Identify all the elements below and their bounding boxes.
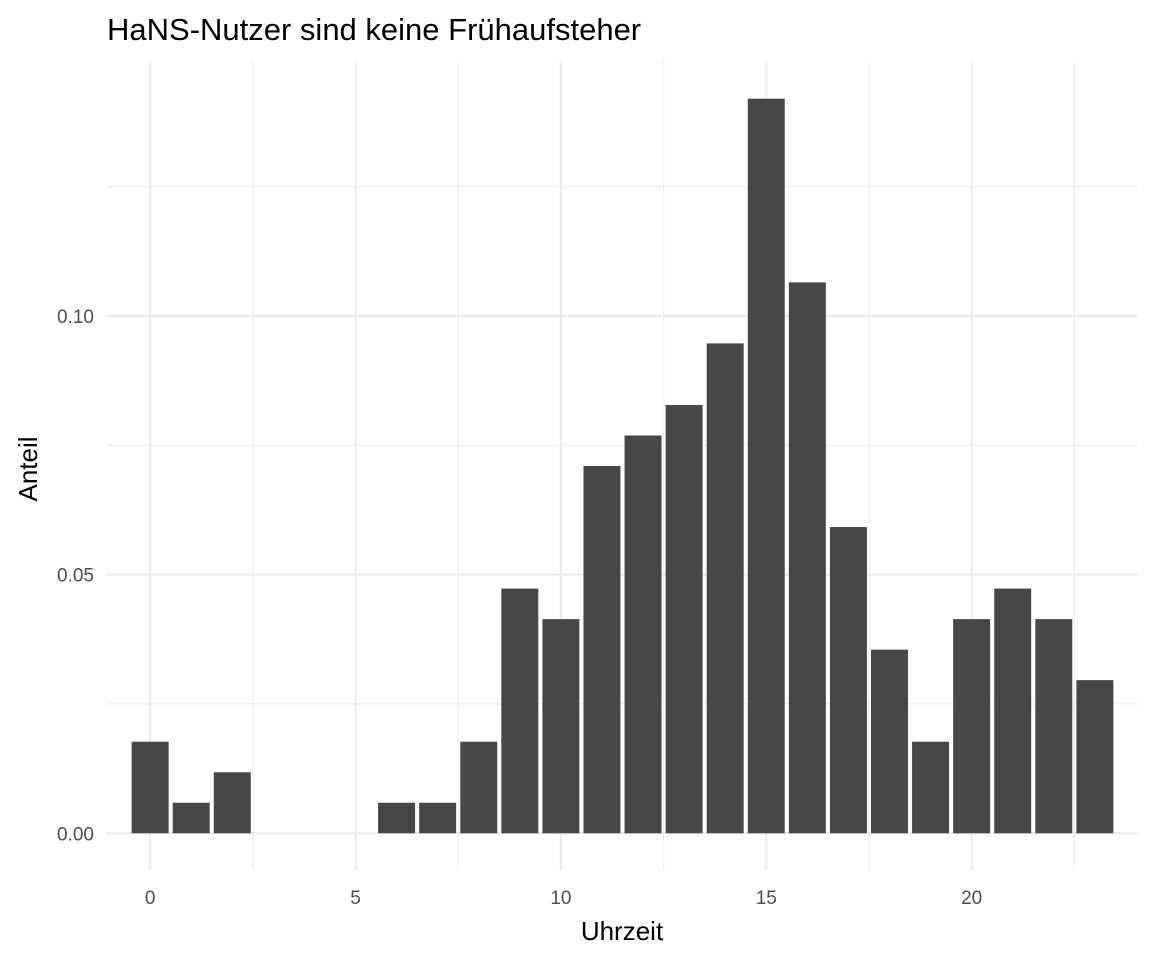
bar-hour-2: [213, 772, 251, 834]
bar-hour-12: [624, 435, 662, 834]
x-tick-label: 15: [756, 888, 777, 909]
bar-hour-16: [788, 282, 826, 834]
x-tick-label: 5: [350, 888, 361, 909]
y-axis-title: Anteil: [13, 436, 43, 501]
x-tick-labels: 0 5 10 15 20: [145, 888, 982, 909]
bar-hour-17: [829, 527, 867, 834]
bar-hour-6: [378, 802, 416, 834]
x-tick-label: 20: [961, 888, 982, 909]
bar-hour-22: [1035, 619, 1073, 834]
bar-hour-1: [172, 802, 210, 834]
x-tick-label: 10: [550, 888, 571, 909]
bar-hour-21: [994, 588, 1032, 834]
y-tick-label: 0.10: [57, 307, 94, 328]
bar-hour-14: [706, 343, 744, 834]
bar-hour-13: [665, 404, 703, 834]
bar-hour-8: [460, 741, 498, 834]
bar-hour-20: [953, 619, 991, 834]
bar-hour-23: [1076, 680, 1114, 834]
bar-hour-0: [131, 741, 169, 834]
bars: [131, 98, 1114, 834]
bar-hour-19: [912, 741, 950, 834]
x-axis-title: Uhrzeit: [581, 916, 664, 946]
y-tick-label: 0.00: [57, 824, 94, 845]
bar-hour-18: [871, 649, 908, 834]
chart-title: HaNS-Nutzer sind keine Frühaufsteher: [107, 12, 641, 47]
y-tick-label: 0.05: [57, 566, 94, 587]
bar-hour-11: [583, 466, 621, 834]
y-tick-labels: 0.00 0.05 0.10: [57, 307, 94, 845]
x-tick-label: 0: [145, 888, 156, 909]
bar-hour-15: [747, 98, 785, 834]
bar-hour-10: [542, 619, 580, 834]
bar-hour-9: [501, 588, 539, 834]
bar-hour-7: [419, 802, 457, 834]
